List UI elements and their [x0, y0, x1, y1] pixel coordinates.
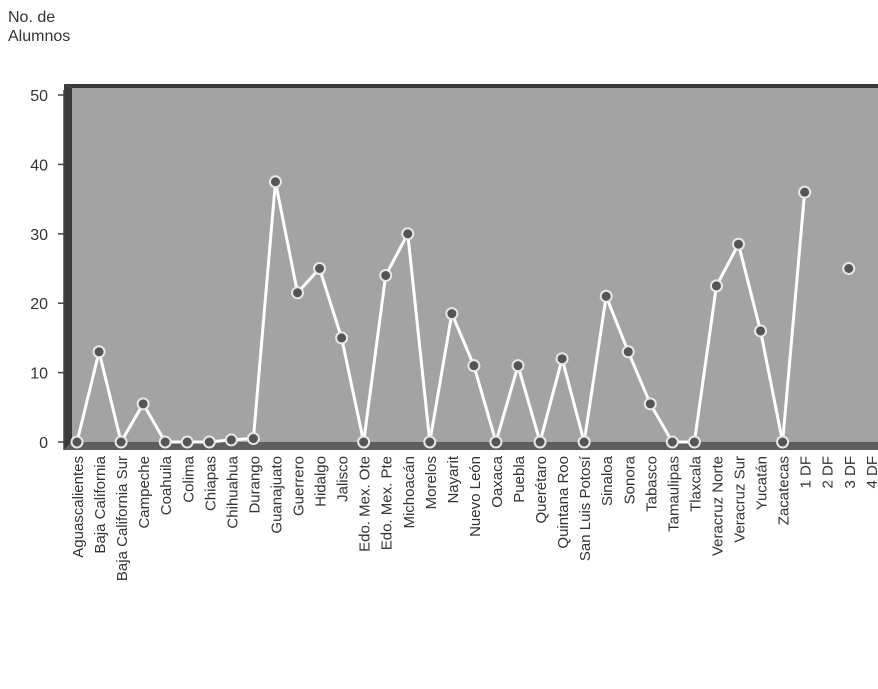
- x-tick-label: Sinaloa: [599, 455, 616, 506]
- data-point: [754, 324, 768, 338]
- x-tick-label: Guerrero: [291, 456, 308, 516]
- data-point: [577, 435, 591, 449]
- data-point: [776, 435, 790, 449]
- x-tick-label: Jalisco: [335, 456, 352, 502]
- x-tick-label: Baja California: [92, 455, 109, 553]
- data-point: [313, 262, 327, 275]
- y-tick-label: 20: [30, 296, 48, 313]
- x-tick-label: Tamaulipas: [665, 456, 682, 532]
- x-tick-label: Quintana Roo: [555, 456, 572, 549]
- x-tick-label: Zacatecas: [776, 456, 793, 525]
- x-tick-label: Morelos: [423, 456, 440, 509]
- data-point: [401, 227, 415, 241]
- data-point: [842, 262, 856, 275]
- y-axis-title-line-2: Alumnos: [8, 28, 71, 45]
- y-axis-title-line-1: No. de: [8, 9, 56, 26]
- x-tick-label: Puebla: [511, 455, 528, 502]
- x-tick-label: Nayarit: [445, 455, 462, 503]
- x-tick-label: Veracruz Sur: [732, 456, 749, 543]
- x-tick-label: 4 DF: [864, 456, 878, 489]
- x-tick-label: Coahuila: [158, 455, 175, 515]
- data-point: [732, 237, 745, 251]
- x-tick-label: Yucatán: [754, 456, 771, 510]
- y-tick-label: 50: [30, 88, 48, 105]
- data-point: [379, 268, 393, 282]
- data-point: [709, 279, 723, 293]
- data-point: [136, 397, 150, 411]
- x-tick-label: Edo. Mex. Ote: [357, 456, 374, 552]
- x-tick-label: Colima: [180, 455, 197, 502]
- data-point: [246, 432, 260, 446]
- x-tick-label: Aguascalientes: [70, 456, 87, 558]
- x-tick-label: Nuevo León: [467, 456, 484, 537]
- data-point: [268, 175, 282, 189]
- x-tick-label: Hidalgo: [313, 456, 330, 507]
- x-tick-label: Durango: [246, 456, 263, 514]
- data-point: [202, 435, 216, 449]
- data-point: [423, 435, 437, 449]
- data-point: [533, 435, 547, 449]
- data-point: [798, 185, 812, 199]
- data-point: [555, 352, 569, 366]
- data-point: [114, 435, 128, 449]
- x-tick-label: Chihuahua: [224, 455, 241, 528]
- x-tick-label: 3 DF: [842, 456, 859, 489]
- data-point: [489, 435, 503, 449]
- data-point: [335, 331, 349, 345]
- data-point: [621, 345, 635, 359]
- y-tick-label: 40: [30, 157, 48, 174]
- series-line: [75, 180, 807, 444]
- x-tick-label: 1 DF: [798, 456, 815, 489]
- data-point: [224, 433, 238, 447]
- data-point: [357, 435, 371, 449]
- data-point: [687, 435, 701, 449]
- x-tick-label: Sonora: [621, 455, 638, 504]
- data-point: [70, 435, 84, 449]
- x-tick-label: San Luis Potosí: [577, 455, 594, 561]
- x-tick-label: Tabasco: [643, 456, 660, 512]
- data-point: [180, 435, 194, 449]
- data-point: [665, 435, 679, 449]
- x-tick-label: Michoacán: [401, 456, 418, 529]
- x-tick-label: Baja California Sur: [114, 456, 131, 581]
- x-tick-label: Oaxaca: [489, 455, 506, 507]
- data-point: [511, 359, 525, 373]
- x-tick-label: Chiapas: [202, 456, 219, 511]
- x-tick-label: Campeche: [136, 456, 153, 529]
- data-point: [467, 359, 481, 373]
- data-point: [291, 286, 304, 300]
- y-tick-label: 10: [30, 366, 48, 383]
- x-tick-label: 2 DF: [820, 456, 837, 489]
- data-point: [445, 307, 459, 321]
- data-point: [92, 345, 106, 359]
- x-tick-label: Veracruz Norte: [709, 456, 726, 556]
- plot-left-wall: [64, 84, 72, 450]
- data-point: [158, 435, 172, 449]
- x-tick-label: Guanajuato: [268, 456, 285, 534]
- plot-top-edge: [64, 84, 878, 88]
- data-point: [599, 289, 613, 303]
- y-tick-label: 30: [30, 227, 48, 244]
- y-tick-label: 0: [39, 435, 48, 452]
- x-tick-label: Tlaxcala: [687, 455, 704, 512]
- data-point: [643, 397, 657, 411]
- x-tick-label: Edo. Mex. Pte: [379, 456, 396, 550]
- y-axis-title: No. de Alumnos: [8, 8, 70, 46]
- x-tick-label: Querétaro: [533, 456, 550, 524]
- plot-area: [72, 88, 878, 442]
